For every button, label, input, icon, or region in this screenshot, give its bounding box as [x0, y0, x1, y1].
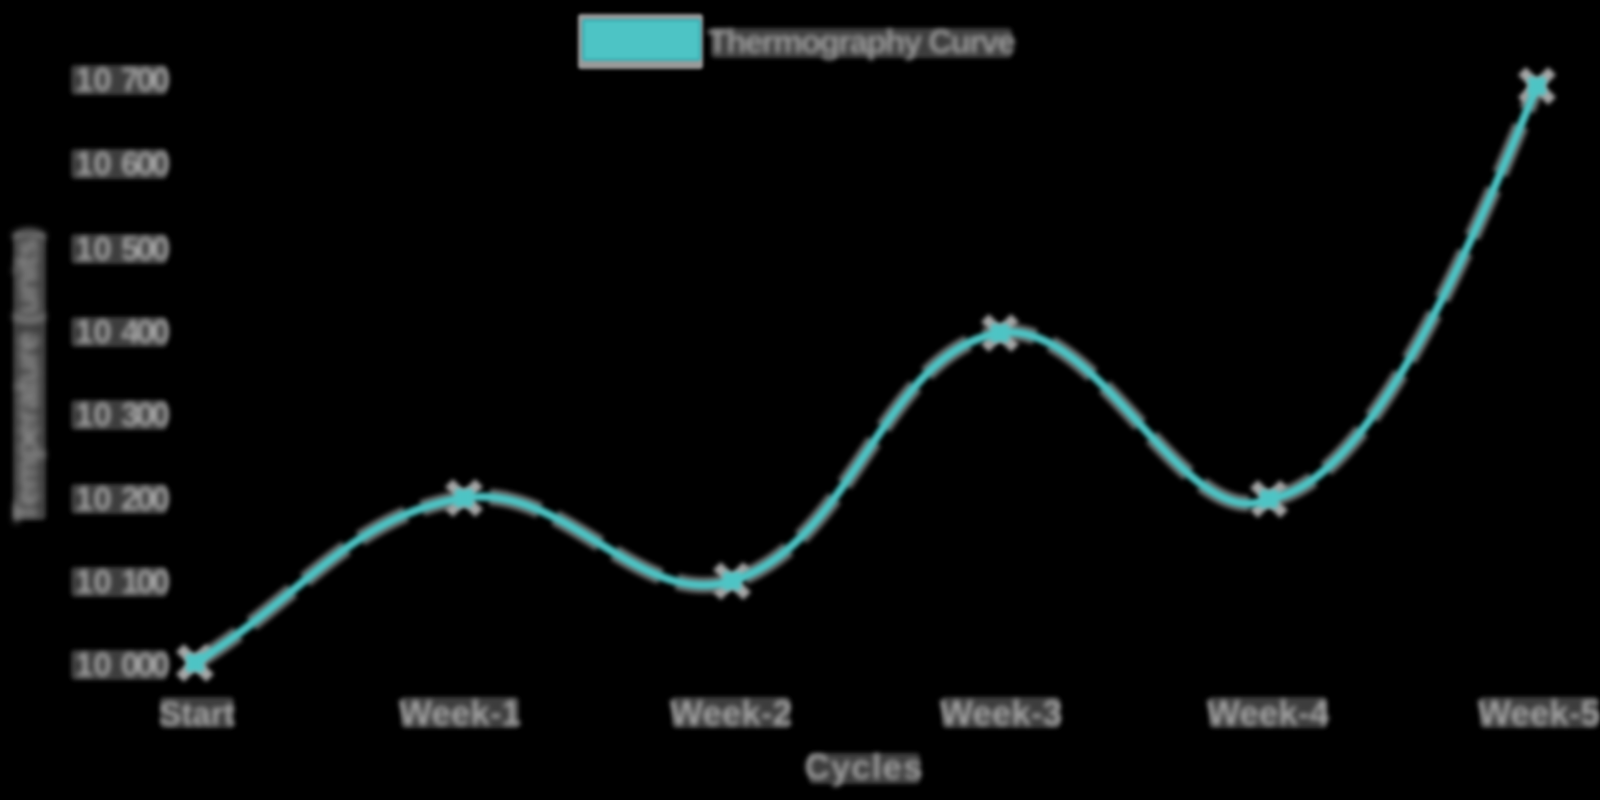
svg-text:10 200: 10 200: [75, 480, 169, 517]
svg-text:Cycles: Cycles: [805, 748, 924, 787]
svg-text:Week-1: Week-1: [399, 694, 521, 733]
svg-text:10 400: 10 400: [75, 313, 169, 350]
svg-text:10 600: 10 600: [75, 145, 169, 182]
svg-text:10 000: 10 000: [75, 646, 169, 683]
svg-text:10 300: 10 300: [75, 396, 169, 433]
svg-text:10 700: 10 700: [75, 61, 169, 98]
svg-text:Start: Start: [159, 695, 234, 732]
svg-text:Week-5: Week-5: [1478, 694, 1600, 733]
svg-text:Week-2: Week-2: [670, 694, 792, 733]
svg-text:10 100: 10 100: [75, 563, 169, 600]
svg-text:Thermography Curve: Thermography Curve: [708, 23, 1016, 60]
svg-text:Week-3: Week-3: [940, 694, 1062, 733]
svg-text:10 500: 10 500: [75, 230, 169, 267]
svg-text:Temperature (units): Temperature (units): [8, 229, 46, 523]
svg-text:Week-4: Week-4: [1207, 694, 1329, 733]
